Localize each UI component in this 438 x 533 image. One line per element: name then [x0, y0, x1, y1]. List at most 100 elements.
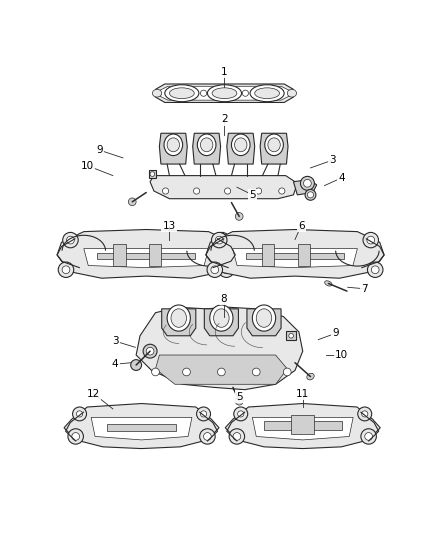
Ellipse shape [289, 334, 293, 338]
Bar [262, 244, 275, 265]
Ellipse shape [235, 398, 243, 405]
Ellipse shape [268, 138, 280, 152]
Polygon shape [193, 133, 221, 164]
Ellipse shape [371, 266, 379, 273]
Ellipse shape [255, 88, 279, 99]
Ellipse shape [305, 189, 316, 200]
Text: 9: 9 [96, 145, 103, 155]
Ellipse shape [238, 411, 244, 417]
Text: 6: 6 [298, 221, 304, 231]
Text: 2: 2 [221, 115, 228, 124]
Polygon shape [160, 86, 289, 100]
Ellipse shape [231, 134, 250, 156]
Ellipse shape [210, 305, 233, 331]
Ellipse shape [307, 192, 314, 198]
Ellipse shape [242, 90, 248, 96]
Polygon shape [162, 309, 196, 336]
Ellipse shape [58, 262, 74, 278]
Ellipse shape [162, 188, 169, 194]
Ellipse shape [283, 368, 291, 376]
Ellipse shape [362, 411, 368, 417]
Ellipse shape [72, 433, 80, 440]
Ellipse shape [204, 433, 211, 440]
Ellipse shape [307, 373, 314, 380]
Bar [113, 244, 126, 265]
Bar [298, 244, 310, 265]
Text: 4: 4 [112, 359, 119, 369]
Ellipse shape [233, 433, 241, 440]
Ellipse shape [265, 134, 283, 156]
Ellipse shape [152, 368, 159, 376]
Ellipse shape [361, 429, 376, 444]
Polygon shape [91, 417, 192, 440]
Ellipse shape [201, 138, 213, 152]
Polygon shape [64, 403, 219, 449]
Polygon shape [260, 133, 288, 164]
Text: 5: 5 [249, 190, 256, 200]
Ellipse shape [146, 348, 154, 355]
Ellipse shape [164, 134, 183, 156]
Ellipse shape [201, 411, 207, 417]
Polygon shape [204, 309, 238, 336]
Polygon shape [247, 309, 281, 336]
Bar [148, 170, 156, 178]
Bar [97, 253, 195, 259]
Text: 7: 7 [361, 284, 368, 294]
Text: 9: 9 [332, 328, 339, 338]
Ellipse shape [367, 262, 383, 278]
Ellipse shape [287, 90, 297, 97]
Ellipse shape [167, 138, 180, 152]
Polygon shape [227, 133, 255, 164]
Ellipse shape [171, 309, 187, 327]
Ellipse shape [367, 236, 374, 244]
Text: 5: 5 [236, 392, 243, 401]
Ellipse shape [167, 305, 191, 331]
Ellipse shape [131, 360, 141, 370]
Ellipse shape [201, 90, 207, 96]
Polygon shape [225, 403, 380, 449]
Ellipse shape [165, 85, 199, 102]
Ellipse shape [63, 232, 78, 248]
Polygon shape [252, 417, 353, 440]
Ellipse shape [256, 309, 272, 327]
Ellipse shape [300, 176, 314, 190]
Text: 10: 10 [335, 350, 348, 360]
Text: 10: 10 [81, 160, 94, 171]
Ellipse shape [62, 266, 70, 273]
Ellipse shape [365, 433, 372, 440]
Ellipse shape [218, 236, 226, 244]
Polygon shape [57, 230, 235, 278]
Text: 13: 13 [163, 221, 176, 231]
Bar [107, 424, 177, 431]
Ellipse shape [219, 262, 234, 278]
Bar [246, 253, 344, 259]
Ellipse shape [198, 134, 216, 156]
Ellipse shape [194, 188, 200, 194]
Bar [264, 421, 342, 430]
Polygon shape [159, 133, 187, 164]
Ellipse shape [252, 368, 260, 376]
Ellipse shape [224, 188, 231, 194]
Ellipse shape [152, 90, 162, 97]
Text: 8: 8 [220, 294, 227, 304]
Ellipse shape [128, 198, 136, 206]
Ellipse shape [214, 309, 229, 327]
Ellipse shape [150, 172, 155, 176]
Ellipse shape [325, 281, 332, 286]
Bar [286, 331, 296, 341]
Ellipse shape [211, 266, 219, 273]
Polygon shape [206, 230, 384, 278]
Polygon shape [233, 248, 357, 268]
Polygon shape [150, 175, 297, 199]
Ellipse shape [223, 266, 230, 273]
Ellipse shape [218, 368, 225, 376]
Polygon shape [136, 308, 303, 390]
Ellipse shape [208, 85, 241, 102]
Ellipse shape [234, 407, 248, 421]
Ellipse shape [170, 88, 194, 99]
Ellipse shape [229, 429, 245, 444]
Text: 1: 1 [221, 67, 228, 77]
Ellipse shape [183, 368, 191, 376]
Ellipse shape [358, 407, 372, 421]
Text: 3: 3 [329, 155, 336, 165]
